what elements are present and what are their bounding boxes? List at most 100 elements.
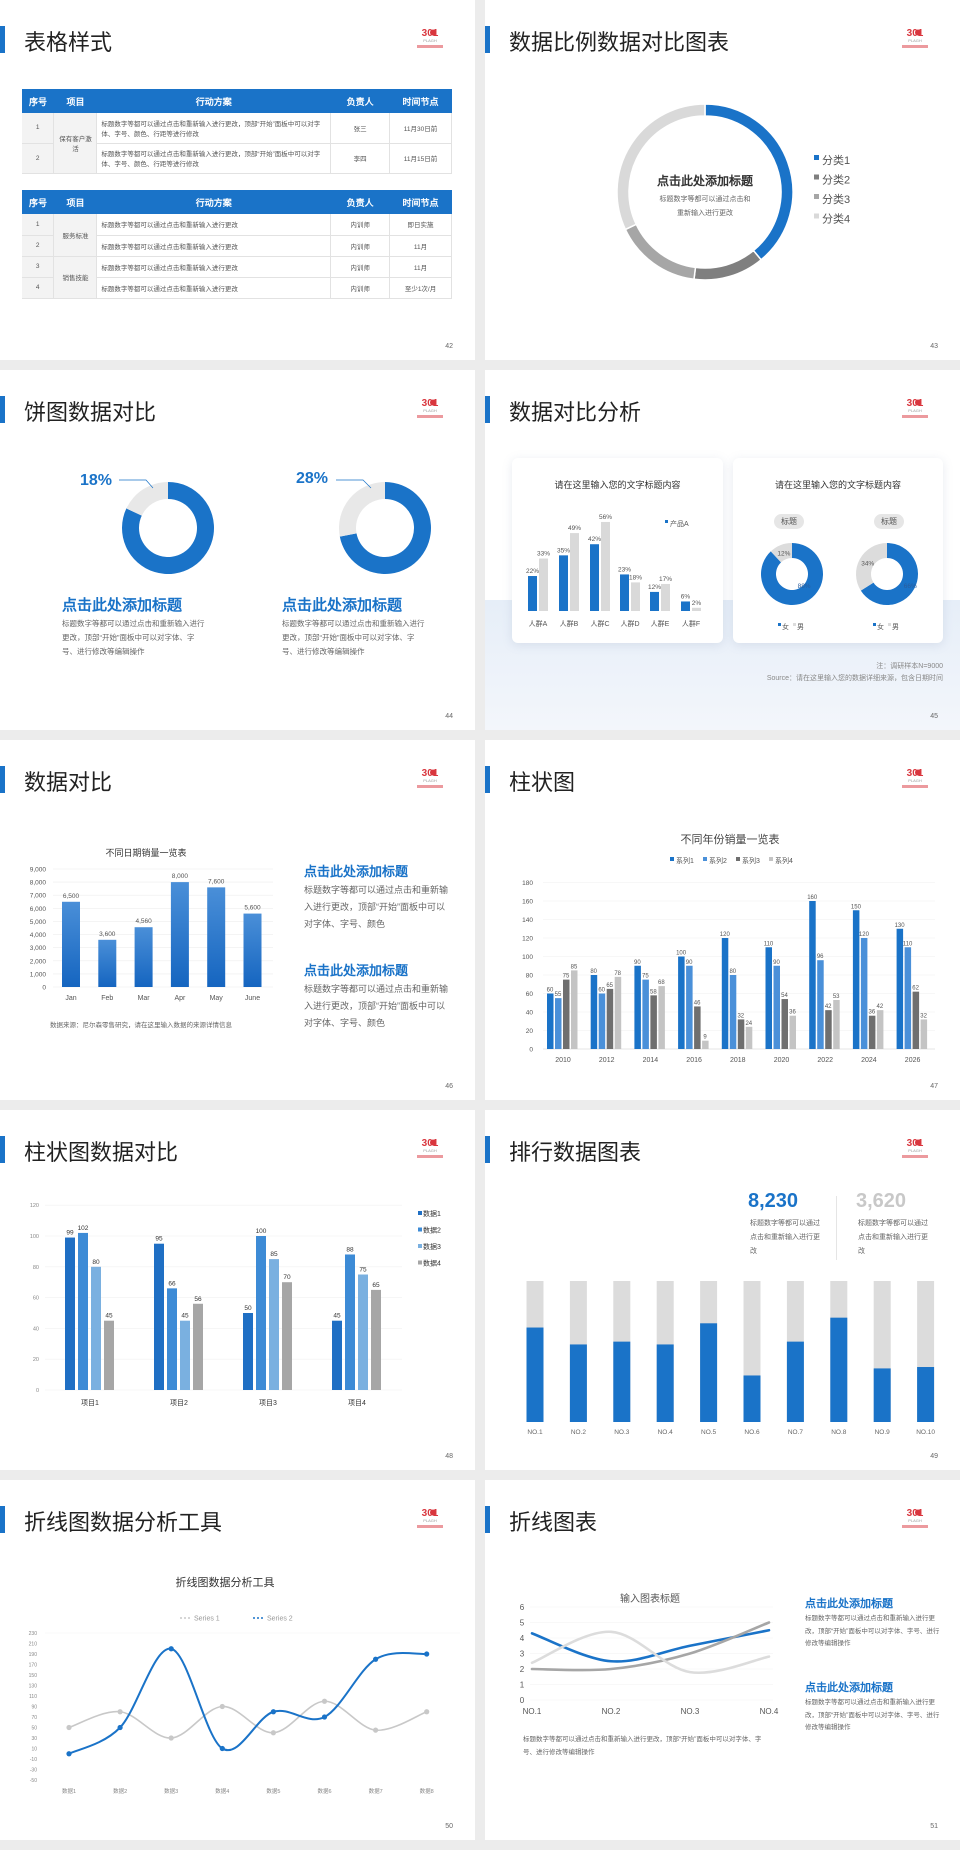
legend-swatch	[778, 623, 781, 626]
bar	[678, 956, 685, 1049]
chart-title: 不同年份销量一览表	[681, 832, 780, 846]
table-row: 2 标题数字等都可以通过点击和重新输入进行更改 内训师 11月	[22, 235, 452, 257]
y-tick-label: 60	[33, 1296, 39, 1302]
data-label: 53	[833, 994, 840, 1000]
data-label: 6,500	[63, 893, 80, 900]
data-label: 49%	[568, 525, 581, 532]
bar	[555, 998, 562, 1049]
data-label: 80	[590, 969, 597, 975]
legend-swatch	[418, 1244, 422, 1248]
slide-title: 饼图数据对比	[24, 400, 157, 425]
x-tick-label: 项目4	[348, 1399, 366, 1407]
slide-title: 折线图数据分析工具	[24, 1510, 223, 1535]
stat-desc: 标题数字等都可以通过点击和重新输入进行更改	[750, 1220, 820, 1255]
logo-sub: PLAGH	[423, 1518, 437, 1523]
y-tick-label: 3,000	[30, 945, 47, 952]
bar	[601, 521, 610, 611]
x-tick-label: NO.8	[831, 1429, 847, 1436]
slide-49[interactable]: 排行数据图表 301 PLAGH 8,230 标题数字等都可以通过点击和重新输入进…	[485, 1110, 960, 1470]
block-body: 标题数字等都可以通过点击和重新输入进行更改，顶部“开始”面板中可以对字体、字号、…	[304, 885, 449, 929]
slide-title: 表格样式	[24, 30, 113, 55]
y-tick-label: 170	[29, 1663, 38, 1669]
y-tick-label: -30	[30, 1768, 37, 1774]
page-number: 45	[930, 713, 938, 720]
donut-segment	[856, 543, 887, 591]
bar	[598, 993, 606, 1049]
bar	[692, 607, 701, 611]
title-accent-bar	[485, 1136, 490, 1163]
chart-title: 折线图数据分析工具	[176, 1575, 275, 1589]
x-tick-label: 2020	[774, 1057, 790, 1064]
slide-51[interactable]: 折线图表 301 PLAGH 输入图表标题 0 1 2 3 4 5 6 NO.1 NO.2 NO.3 N…	[485, 1480, 960, 1840]
logo-dot	[430, 1139, 436, 1146]
block-heading: 点击此处添加标题	[304, 963, 409, 978]
slide-title: 数据比例数据对比图表	[509, 30, 730, 55]
bar	[681, 601, 690, 611]
page-number: 44	[445, 713, 453, 720]
bar	[269, 1259, 279, 1390]
slide-50[interactable]: 折线图数据分析工具 301 PLAGH 折线图数据分析工具 -50 -30 -10 10 3…	[0, 1480, 475, 1840]
data-label: 24	[745, 1021, 752, 1027]
data-label: 110	[764, 941, 774, 947]
bar	[193, 1303, 203, 1390]
page-number: 47	[930, 1083, 938, 1090]
logo-sub: PLAGH	[423, 778, 437, 783]
y-tick-label: 150	[29, 1673, 38, 1679]
legend-swatch	[814, 194, 819, 199]
data-point	[117, 1709, 123, 1715]
slide-46[interactable]: 数据对比 301 PLAGH 不同日期销量一览表 0 1,000 2,000 3,000 4…	[0, 740, 475, 1100]
legend-swatch	[814, 213, 819, 219]
y-tick-label: 60	[526, 991, 534, 998]
logo-sub: PLAGH	[908, 1518, 922, 1523]
slide-title: 折线图表	[509, 1510, 598, 1535]
y-tick-label: 20	[33, 1357, 39, 1363]
legend-label: Series 1	[194, 1616, 220, 1623]
y-tick-label: 0	[42, 985, 46, 992]
bar	[167, 1288, 177, 1390]
slide-title: 数据对比分析	[509, 400, 642, 425]
bar	[650, 591, 659, 611]
x-tick-label: Jan	[65, 995, 76, 1002]
slide-42[interactable]: 表格样式 301 PLAGH 序号 项目 行动方案 负责人 时间节点 1 保有客户激活 标题数字…	[0, 0, 475, 360]
label-pill: 标题	[874, 514, 904, 529]
data-label: 75	[359, 1267, 367, 1274]
data-label: 23%	[618, 566, 631, 573]
slide-44[interactable]: 饼图数据对比 301 PLAGH 18% 28% 点击此处添加标题 标题数字等都可…	[0, 370, 475, 730]
data-label: 5,600	[244, 905, 261, 912]
stat-value: 3,620	[856, 1190, 907, 1212]
slide-47[interactable]: 柱状图 301 PLAGH 不同年份销量一览表 系列1 系列2 系列3 系列4 0 20 40 6…	[485, 740, 960, 1100]
y-tick-label: 30	[31, 1736, 37, 1742]
column-header: 项目	[53, 190, 97, 214]
logo-caption	[417, 45, 443, 48]
x-tick-label: Feb	[101, 995, 113, 1002]
bar	[661, 583, 670, 611]
x-tick-label: 数据6	[317, 1787, 331, 1795]
slide-48[interactable]: 柱状图数据对比 301 PLAGH 0 20 40 60 80 100 120 99 102 80 4…	[0, 1110, 475, 1470]
bar	[817, 960, 824, 1049]
source-note: Source：请在这里输入您的数据详细来源，包含日期时间	[766, 675, 943, 682]
legend-label: 数据2	[423, 1226, 441, 1235]
action-table: 序号 项目 行动方案 负责人 时间节点 1 保有客户激活 标题数字等都可以通过点击和重新输入进…	[22, 89, 452, 174]
data-label: 120	[720, 932, 731, 938]
title-accent-bar	[485, 396, 490, 423]
bar	[614, 976, 622, 1049]
x-tick-label: May	[210, 995, 224, 1002]
data-label: 58	[650, 989, 657, 995]
bar	[650, 995, 657, 1049]
bar-fill	[700, 1323, 718, 1422]
legend-label: 男	[797, 623, 804, 631]
x-tick-label: NO.3	[681, 1707, 700, 1716]
slide-45[interactable]: 数据对比分析 301 PLAGH 请在这里输入您的文字标题内容 请在这里输入您的文…	[485, 370, 960, 730]
bar	[243, 1313, 253, 1390]
bar-chart: 不同日期销量一览表 0 1,000 2,000 3,000 4,000 5,000 6,000…	[30, 847, 273, 1002]
data-label: 90	[634, 960, 641, 966]
data-label: 56	[194, 1296, 202, 1303]
data-point	[321, 1698, 328, 1704]
slide-43[interactable]: 数据比例数据对比图表 301 PLAGH 分类1 分类2 分类3 分类4 点击此处添加标…	[485, 0, 960, 360]
series-line	[530, 1628, 771, 1663]
y-tick-label: 40	[33, 1326, 39, 1332]
bar	[65, 1237, 75, 1390]
data-point	[373, 1656, 379, 1662]
x-tick-label: 数据5	[266, 1787, 280, 1795]
